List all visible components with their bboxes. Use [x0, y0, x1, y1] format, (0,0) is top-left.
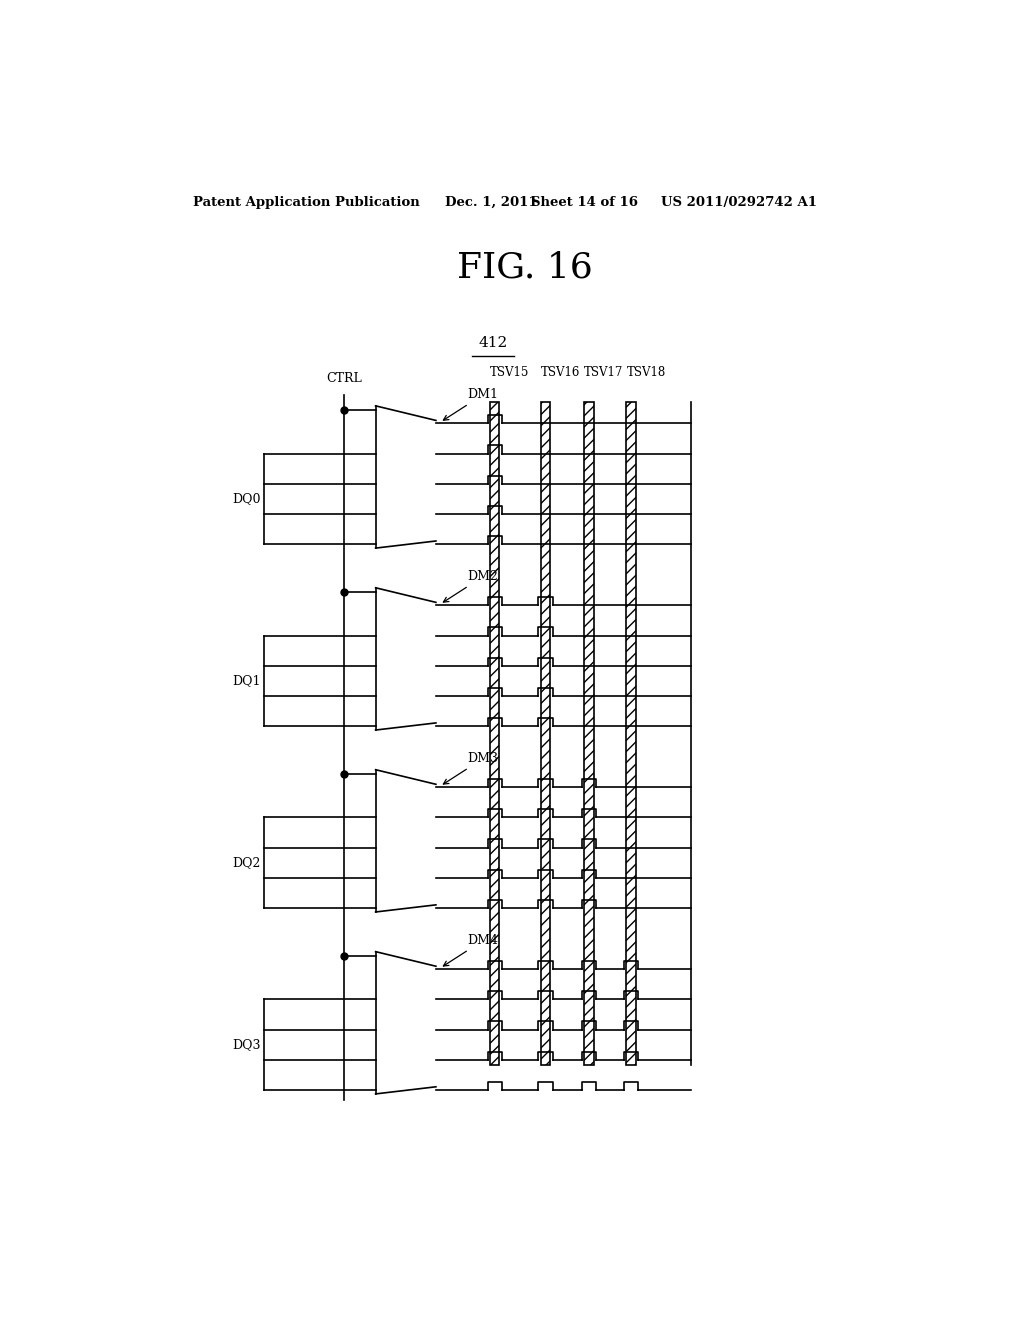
Text: US 2011/0292742 A1: US 2011/0292742 A1 [662, 195, 817, 209]
Text: TSV16: TSV16 [541, 366, 580, 379]
Text: DQ3: DQ3 [232, 1038, 260, 1051]
Text: TSV15: TSV15 [489, 366, 529, 379]
Bar [627, 403, 636, 1065]
Text: DM1: DM1 [443, 388, 499, 420]
Bar [585, 403, 594, 1065]
Text: Sheet 14 of 16: Sheet 14 of 16 [531, 195, 638, 209]
Text: Patent Application Publication: Patent Application Publication [194, 195, 420, 209]
Text: DM2: DM2 [443, 570, 499, 602]
Bar [489, 403, 500, 1065]
Text: FIG. 16: FIG. 16 [457, 251, 593, 284]
Text: DM3: DM3 [443, 752, 499, 784]
Text: 412: 412 [478, 337, 508, 351]
Text: Dec. 1, 2011: Dec. 1, 2011 [445, 195, 538, 209]
Text: DQ1: DQ1 [232, 675, 260, 688]
Bar [541, 403, 550, 1065]
Text: CTRL: CTRL [326, 372, 361, 385]
Text: DM4: DM4 [443, 935, 499, 966]
Text: TSV17: TSV17 [585, 366, 624, 379]
Text: DQ0: DQ0 [232, 492, 260, 506]
Text: TSV18: TSV18 [627, 366, 666, 379]
Text: DQ2: DQ2 [232, 857, 260, 869]
